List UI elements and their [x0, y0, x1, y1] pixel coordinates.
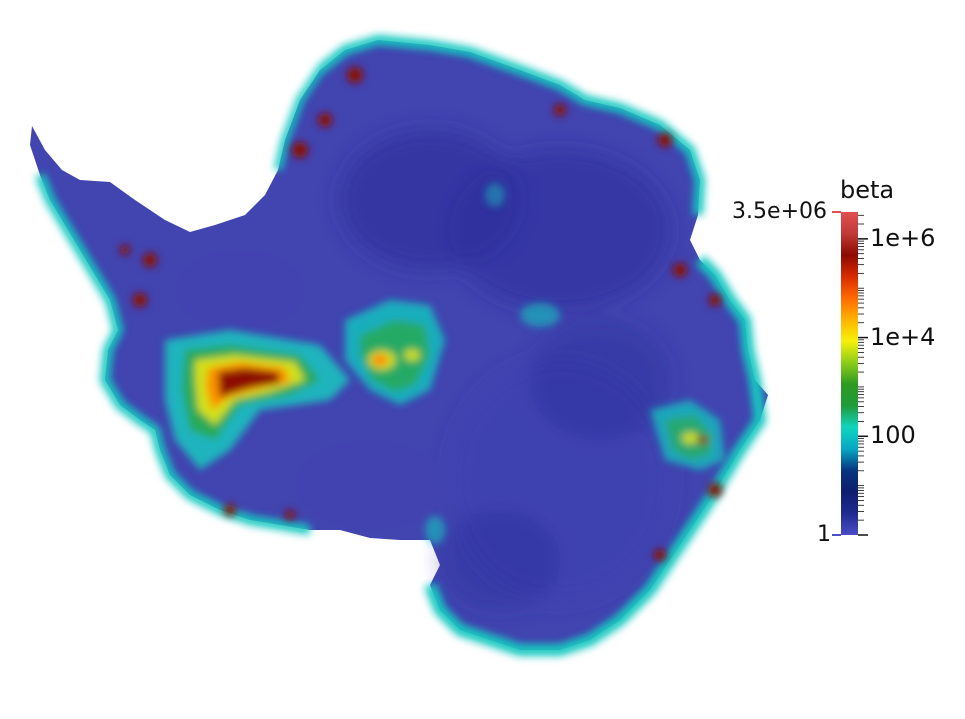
colorbar-title: beta — [840, 176, 895, 204]
colorbar-tick-label: 1e+4 — [870, 322, 936, 351]
interior-highlights — [425, 183, 560, 544]
west-antarctica-zone — [165, 330, 350, 470]
ice-shelf-ross — [295, 440, 445, 530]
colorbar — [832, 211, 868, 536]
east-coast-zone — [650, 400, 725, 470]
colorbar-tick-label: 100 — [870, 421, 916, 450]
colorbar-tick-label: 1e+6 — [870, 223, 936, 252]
interior-shading — [340, 130, 670, 610]
central-transition — [345, 300, 445, 405]
colorbar-gradient — [841, 212, 858, 535]
colorbar-max-label: 3.5e+06 — [732, 199, 827, 224]
coastal-fringe — [35, 34, 767, 656]
colorbar-minor-ticks — [858, 214, 868, 536]
ice-shelf-ronne — [175, 250, 305, 330]
colorbar-min-label: 1 — [817, 522, 831, 547]
